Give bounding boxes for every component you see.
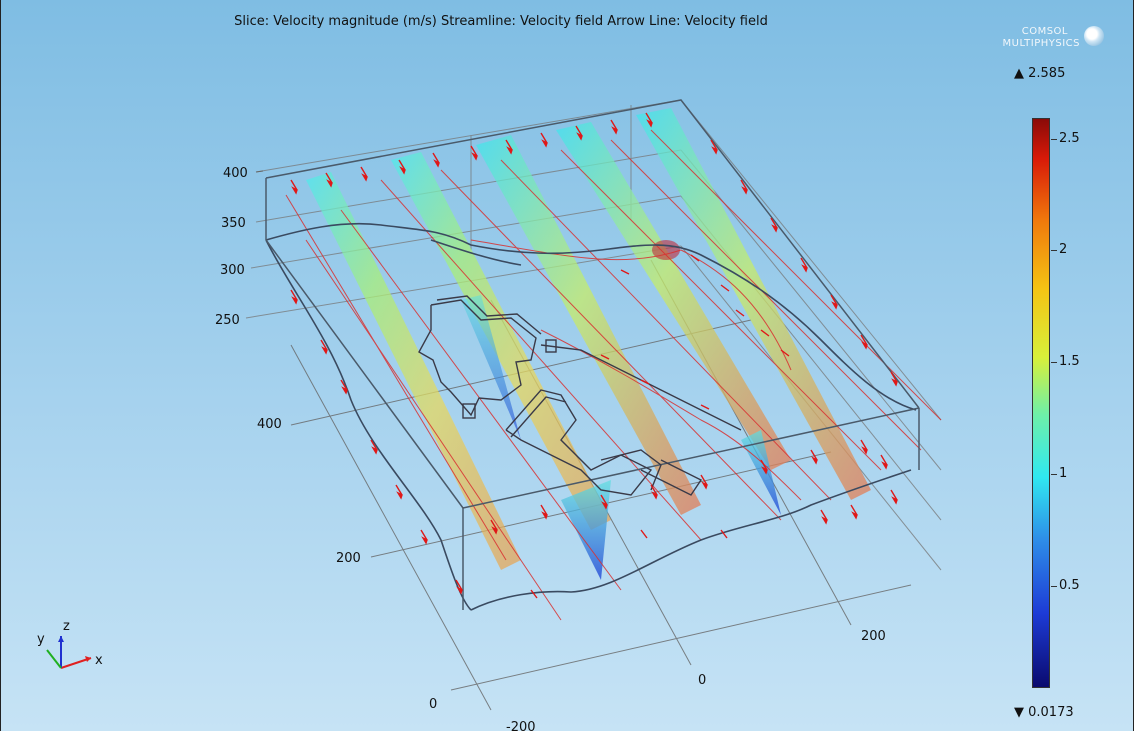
colorbar-max-label: ▲ 2.585 [1014,66,1066,81]
axis-triad: x y z [37,619,103,669]
x-tick-200: 200 [861,629,886,644]
y-tick-0: 0 [429,697,437,712]
logo-line-2: MULTIPHYSICS [1002,38,1080,49]
z-tick-250: 250 [215,313,240,328]
colorbar-tick-0.5: 0.5 [1059,578,1080,593]
colorbar-tick-1: 1 [1059,466,1068,481]
logo-sphere-icon [1084,26,1104,46]
y-axis-ticks: 400 200 0 [257,417,437,712]
z-tick-350: 350 [221,216,246,231]
logo-line-1: COMSOL [1021,26,1068,37]
y-tick-200: 200 [336,551,361,566]
domain-box [265,99,920,610]
triad-x-label: x [95,653,103,668]
comsol-logo: COMSOL MULTIPHYSICS [986,24,1106,56]
velocity-slices [306,108,871,580]
colorbar-tick-mark [1051,139,1057,140]
triad-y-label: y [37,632,45,647]
streamlines [285,129,942,621]
colorbar-tick-mark [1051,474,1057,475]
building-geometry [418,295,742,496]
triad-z-label: z [63,619,70,634]
colorbar-tick-2: 2 [1059,242,1068,257]
y-tick-400: 400 [257,417,282,432]
plot-title: Slice: Velocity magnitude (m/s) Streamli… [234,14,768,29]
x-axis-ticks: -200 0 200 [506,629,886,731]
x-tick-minus-200: -200 [506,720,536,731]
x-tick-0: 0 [698,673,706,688]
colorbar-min-label: ▼ 0.0173 [1014,705,1074,720]
colorbar-tick-2.5: 2.5 [1059,131,1080,146]
colorbar [1032,118,1050,688]
colorbar-tick-mark [1051,362,1057,363]
colorbar-tick-1.5: 1.5 [1059,354,1080,369]
z-axis-ticks: 400 350 300 250 [215,166,264,328]
colorbar-tick-mark [1051,586,1057,587]
z-tick-400: 400 [223,166,248,181]
z-tick-300: 300 [220,263,245,278]
colorbar-tick-mark [1051,250,1057,251]
arrow-lines [290,112,898,599]
terrain-boundary [265,222,917,611]
